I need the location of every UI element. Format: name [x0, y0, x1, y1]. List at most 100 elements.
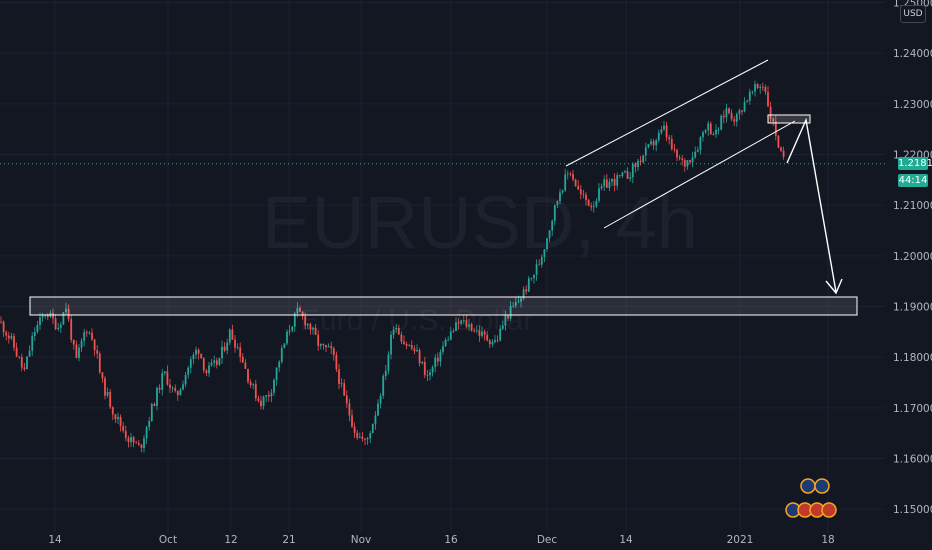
candle-body — [774, 121, 777, 136]
candle-body — [780, 147, 782, 151]
candle-body — [647, 144, 650, 148]
y-tick-label: 1.24000 — [893, 48, 932, 60]
y-tick-label: 1.19000 — [893, 302, 932, 314]
candle-body — [44, 315, 47, 317]
candle-body — [153, 403, 156, 406]
candle-body — [20, 357, 23, 368]
resistance-box[interactable] — [767, 114, 811, 124]
indicator-badges[interactable] — [785, 478, 837, 518]
candle-body — [696, 149, 699, 152]
candle-body — [699, 137, 702, 150]
candle-body — [377, 403, 379, 416]
candle-body — [626, 171, 629, 179]
candle-body — [657, 132, 660, 141]
candle-body — [410, 345, 413, 349]
candle-body — [759, 86, 762, 88]
candle-body — [655, 140, 658, 146]
candlestick-series — [0, 80, 785, 453]
candle-body — [325, 344, 327, 348]
price-axis[interactable]: 1.15000 1.16000 1.17000 1.18000 1.19000 1.200… — [893, 0, 932, 516]
candle-body — [244, 362, 247, 369]
projection-arrow[interactable] — [786, 117, 837, 293]
candle-body — [221, 346, 223, 358]
candle-body — [585, 194, 587, 201]
x-tick-label: Dec — [537, 534, 558, 546]
candle-body — [319, 343, 322, 346]
candle-body — [598, 188, 600, 201]
y-tick-label: 1.17000 — [893, 403, 932, 415]
candle-body — [644, 147, 647, 156]
channel-upper-line[interactable] — [565, 59, 769, 167]
candle-body — [104, 378, 106, 396]
channel-lower-line[interactable] — [603, 120, 796, 229]
candle-body — [621, 172, 624, 176]
candle-body — [418, 350, 421, 364]
x-tick-label: 21 — [282, 534, 295, 546]
support-zone-rectangle[interactable] — [29, 296, 858, 316]
candle-body — [83, 332, 86, 341]
candle-body — [52, 312, 54, 319]
candle-body — [637, 160, 639, 168]
candle-body — [210, 362, 213, 366]
candle-body — [54, 318, 57, 329]
candle-body — [613, 178, 616, 186]
candle-body — [499, 328, 502, 341]
candle-body — [306, 323, 309, 326]
candle-body — [634, 163, 637, 168]
candle-body — [712, 134, 715, 136]
candle-body — [395, 327, 398, 330]
x-tick-label: 16 — [444, 534, 458, 546]
candle-body — [358, 436, 361, 438]
candle-body — [262, 396, 265, 407]
candle-body — [491, 341, 494, 345]
candle-body — [387, 354, 390, 371]
arrow-head-icon — [825, 278, 843, 295]
candle-body — [392, 329, 395, 335]
candle-body — [176, 390, 179, 396]
candle-body — [312, 327, 314, 330]
candle-body — [772, 118, 775, 122]
candle-body — [85, 332, 88, 333]
candle-body — [416, 350, 418, 352]
candle-body — [161, 373, 164, 390]
currency-button[interactable]: USD — [900, 5, 926, 23]
candle-body — [379, 395, 382, 404]
candle-body — [608, 181, 611, 188]
candle-body — [421, 361, 424, 364]
candle-body — [423, 361, 426, 375]
candle-body — [145, 427, 148, 439]
candle-body — [384, 370, 387, 377]
candle-body — [686, 160, 689, 167]
candle-body — [629, 177, 632, 179]
candle-body — [226, 342, 229, 351]
candle-body — [273, 379, 275, 393]
candle-body — [652, 141, 655, 146]
candle-body — [371, 423, 374, 434]
grid — [0, 0, 885, 532]
candle-body — [709, 123, 712, 135]
candle-body — [72, 339, 75, 345]
y-tick-label: 1.25000 — [893, 0, 932, 10]
candle-body — [767, 91, 769, 107]
candle-body — [309, 323, 312, 330]
candle-body — [504, 315, 507, 326]
candle-body — [676, 150, 678, 158]
candle-body — [31, 336, 34, 351]
candle-body — [182, 384, 184, 390]
time-axis[interactable]: 14 Oct 12 21 Nov 16 Dec 14 2021 18 — [48, 534, 834, 546]
candle-body — [192, 354, 195, 360]
candle-body — [36, 324, 39, 332]
candle-body — [340, 383, 343, 384]
candle-body — [660, 129, 663, 133]
y-tick-label: 1.15000 — [893, 504, 932, 516]
candle-body — [184, 374, 187, 385]
candle-body — [130, 437, 132, 443]
x-tick-label: 18 — [821, 534, 834, 546]
candle-body — [228, 329, 231, 343]
candle-body — [200, 353, 203, 359]
candle-body — [96, 350, 99, 354]
candle-body — [195, 349, 197, 355]
candle-body — [556, 201, 559, 206]
candle-body — [283, 343, 286, 349]
